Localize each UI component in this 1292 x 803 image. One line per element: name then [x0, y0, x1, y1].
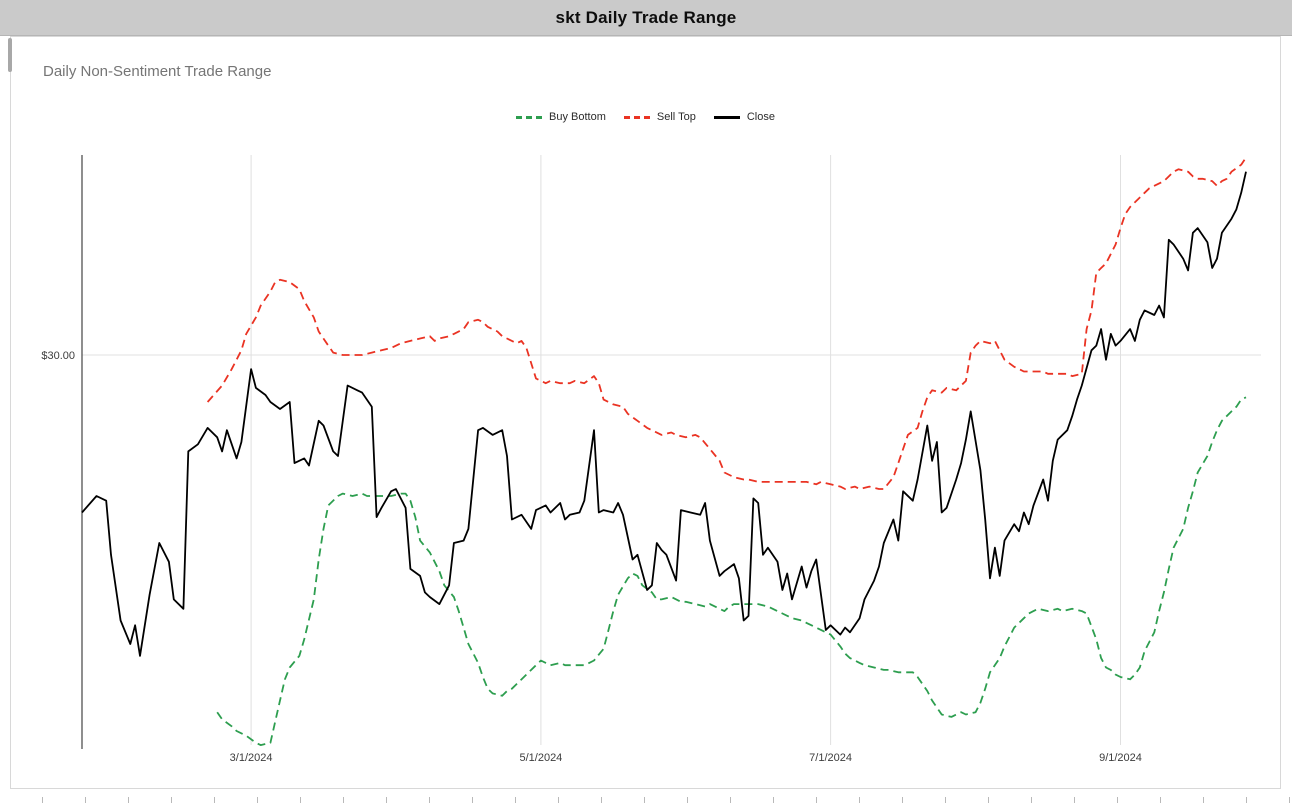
legend-item-sell-top: Sell Top [623, 111, 696, 123]
series-line-buy-bottom [216, 396, 1247, 746]
series-line-close [81, 171, 1247, 657]
series-line-sell-top [206, 157, 1247, 490]
x-tick-label: 3/1/2024 [230, 752, 273, 764]
legend-label: Buy Bottom [549, 111, 606, 123]
x-tick-label: 7/1/2024 [809, 752, 852, 764]
legend-label: Sell Top [656, 111, 696, 123]
window-title: skt Daily Trade Range [555, 7, 737, 27]
y-tick-label: $30.00 [41, 350, 75, 362]
legend-swatch-sell-top [623, 115, 650, 119]
chart-panel: Daily Non-Sentiment Trade Range Buy Bott… [10, 36, 1281, 789]
x-tick-label: 5/1/2024 [519, 752, 562, 764]
left-scrollbar-thumb[interactable] [8, 38, 12, 72]
legend-swatch-buy-bottom [516, 115, 543, 119]
chart-subtitle: Daily Non-Sentiment Trade Range [43, 63, 272, 80]
x-tick-label: 9/1/2024 [1099, 752, 1142, 764]
legend-swatch-close [713, 115, 740, 119]
bottom-ruler-ticks [0, 797, 1292, 803]
window-titlebar: skt Daily Trade Range [0, 0, 1292, 36]
legend-item-close: Close [713, 111, 775, 123]
chart-legend: Buy Bottom Sell Top Close [11, 111, 1280, 123]
legend-label: Close [746, 111, 775, 123]
legend-item-buy-bottom: Buy Bottom [516, 111, 606, 123]
